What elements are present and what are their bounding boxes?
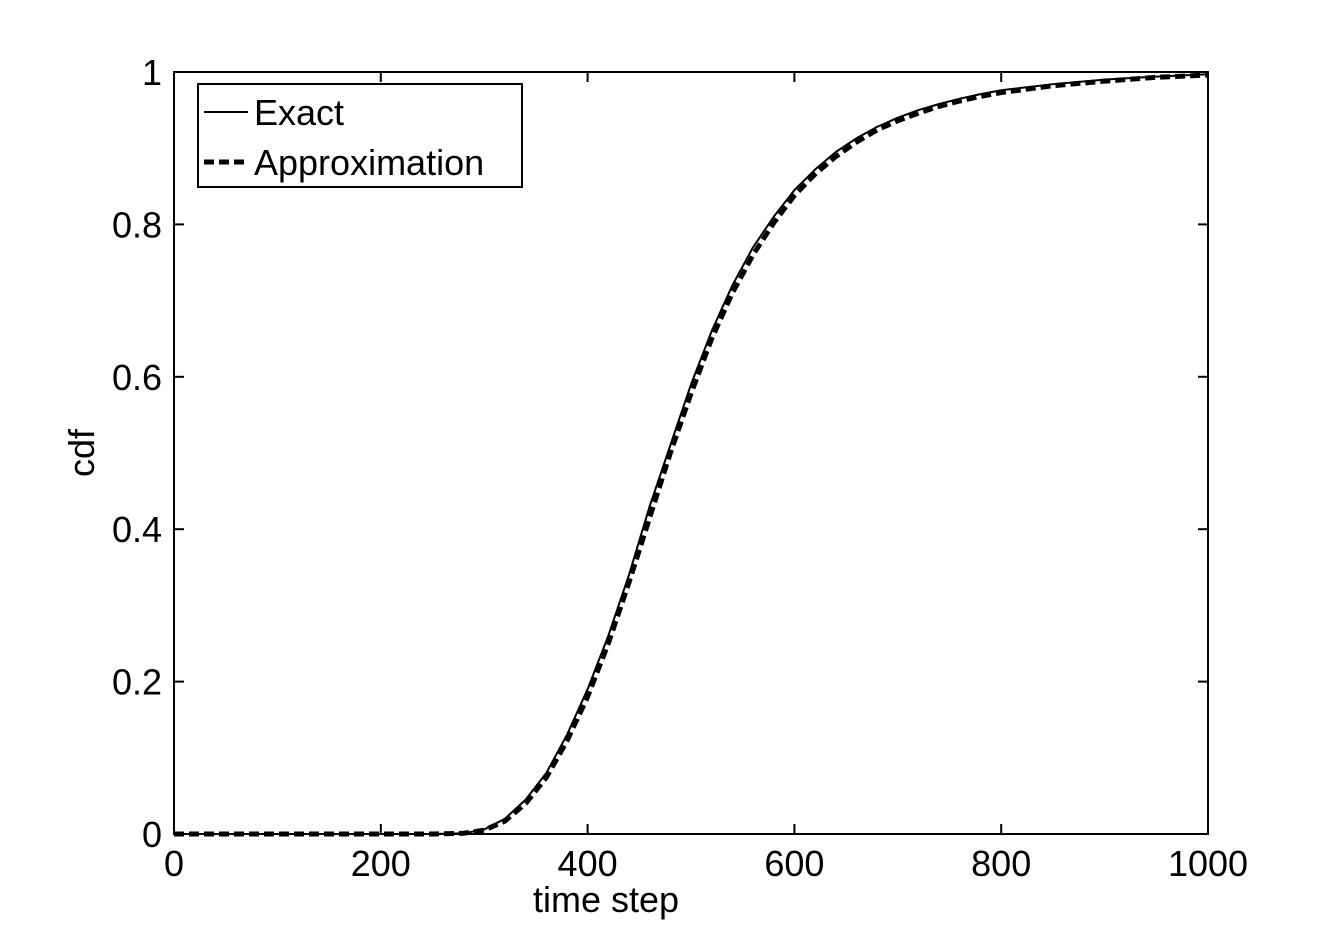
legend: Exact Approximation	[197, 83, 523, 188]
legend-label-exact: Exact	[254, 92, 344, 133]
y-tick-label: 0.6	[112, 357, 162, 398]
ticks-layer: 0 200 400 600 800 1000 0 0.2 0.4 0.6 0.8 1	[112, 52, 1248, 884]
series-line-approximation	[174, 72, 1209, 837]
legend-label-approximation: Approximation	[254, 142, 484, 183]
series-layer	[174, 72, 1209, 837]
y-tick-label: 0.8	[112, 204, 162, 245]
y-tick-label: 0	[142, 814, 162, 855]
y-tick-label: 1	[142, 52, 162, 93]
y-tick-label: 0.2	[112, 662, 162, 703]
labels-layer: time step cdf	[61, 428, 679, 920]
x-tick-label: 200	[351, 843, 411, 884]
x-axis-label: time step	[533, 879, 679, 920]
x-tick-label: 800	[971, 843, 1031, 884]
x-tick-label: 400	[558, 843, 618, 884]
x-tick-label: 0	[164, 843, 184, 884]
legend-box	[197, 83, 523, 188]
x-tick-label: 1000	[1168, 843, 1248, 884]
x-tick-label: 600	[764, 843, 824, 884]
plot-frame	[173, 71, 1209, 835]
y-tick-label: 0.4	[112, 509, 162, 550]
y-axis-label: cdf	[61, 428, 102, 477]
plot-area	[173, 71, 1209, 835]
